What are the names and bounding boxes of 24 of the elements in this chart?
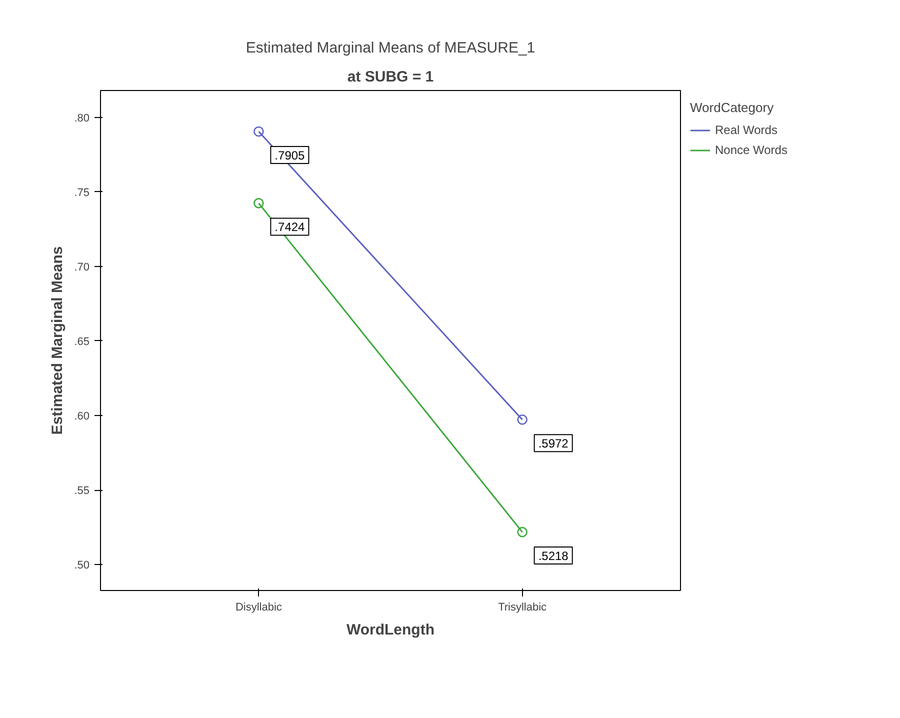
point	[517, 526, 528, 538]
legend-title: WordCategory	[690, 100, 775, 115]
x-tick-label: Disyllabic	[235, 602, 282, 614]
chart-title: Estimated Marginal Means of MEASURE_1	[246, 40, 536, 56]
legend-label: Nonce Words	[715, 143, 788, 157]
y-tick-label: .80	[74, 112, 90, 124]
data-label: .7905	[274, 148, 306, 162]
data-label: .7424	[274, 220, 306, 234]
x-axis-title: WordLength	[346, 622, 435, 638]
y-tick-label: .65	[74, 336, 90, 348]
y-tick-label: .70	[74, 261, 90, 274]
y-tick-label: .50	[74, 560, 90, 572]
y-axis-title: Estimated Marginal Means	[49, 246, 66, 435]
legend-label: Real Words	[715, 123, 778, 137]
y-tick-label: .60	[74, 410, 90, 422]
data-label: .5218	[538, 549, 569, 564]
x-tick-label: Trisyllabic	[498, 602, 548, 614]
point	[254, 198, 264, 208]
chart-subtitle: at SUBG = 1	[347, 68, 434, 86]
y-tick-label: .75	[74, 186, 90, 199]
data-label: .5972	[538, 436, 569, 451]
y-tick-label: .55	[74, 485, 90, 498]
point	[517, 414, 528, 425]
point	[254, 126, 264, 137]
